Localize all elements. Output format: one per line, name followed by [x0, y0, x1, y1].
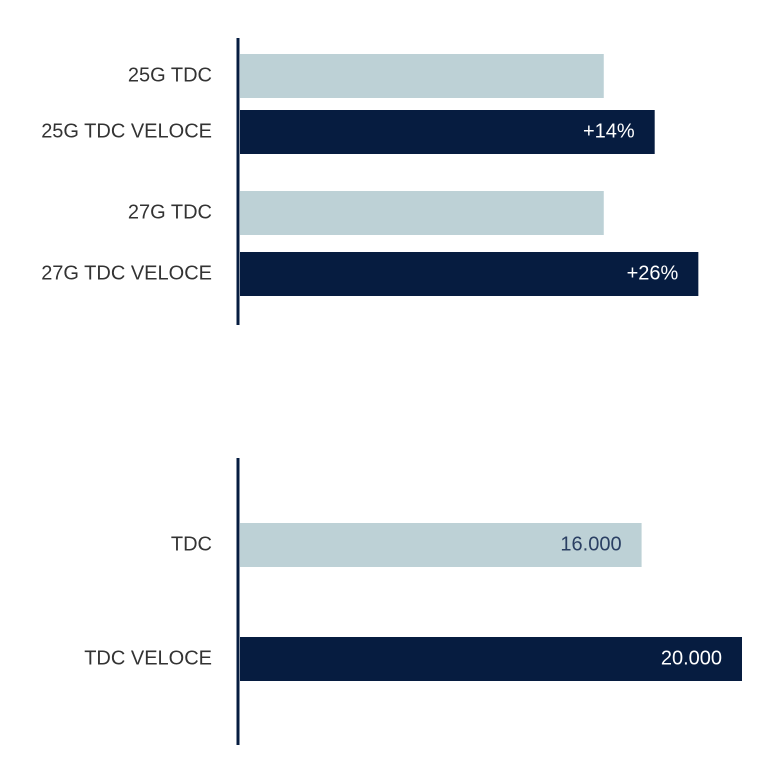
category-label: TDC VELOCE	[84, 647, 212, 669]
bar	[240, 252, 699, 296]
bar	[240, 523, 642, 567]
category-label: 27G TDC	[128, 201, 212, 223]
bar	[240, 637, 742, 681]
category-label: 25G TDC	[128, 64, 212, 86]
category-label: 25G TDC VELOCE	[41, 120, 212, 142]
value-label: 20.000	[661, 647, 722, 669]
value-label: +14%	[583, 120, 635, 142]
value-label: +26%	[627, 262, 679, 284]
category-label: TDC	[171, 533, 212, 555]
category-label: 27G TDC VELOCE	[41, 262, 212, 284]
bar	[240, 191, 604, 235]
bar	[240, 54, 604, 98]
bar	[240, 110, 655, 154]
value-label: 16.000	[560, 533, 621, 555]
